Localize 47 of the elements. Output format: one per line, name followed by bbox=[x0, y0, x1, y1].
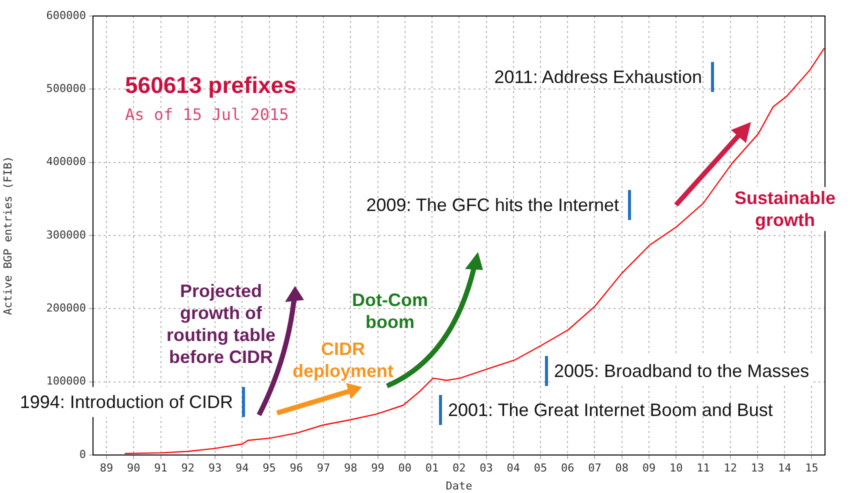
annotation: 2011: Address Exhaustion bbox=[493, 66, 703, 89]
annotation: 2005: Broadband to the Masses bbox=[550, 356, 814, 386]
x-tick-label: 97 bbox=[316, 461, 330, 474]
y-tick-label: 500000 bbox=[46, 82, 86, 96]
x-tick-label: 98 bbox=[344, 461, 358, 474]
x-axis-title: Date bbox=[446, 479, 472, 492]
x-tick-label: 12 bbox=[724, 461, 737, 474]
y-tick-label: 0 bbox=[79, 448, 86, 461]
annotation: Projected growth of routing table before CIDR bbox=[166, 280, 276, 368]
y-tick-label: 400000 bbox=[46, 155, 86, 168]
text: 560613 prefixes bbox=[125, 72, 296, 98]
x-tick-label: 06 bbox=[560, 461, 574, 474]
x-tick-label: 00 bbox=[398, 461, 412, 474]
x-tick-label: 14 bbox=[778, 461, 792, 474]
x-tick-label: 10 bbox=[669, 461, 683, 474]
annotation: Sustainable growth bbox=[725, 187, 845, 231]
y-tick-label: 100000 bbox=[46, 374, 86, 388]
x-tick-label: 96 bbox=[290, 461, 304, 474]
x-tick-label: 09 bbox=[642, 461, 656, 474]
x-tick-label: 11 bbox=[696, 461, 710, 474]
x-tick-label: 92 bbox=[181, 461, 195, 474]
text: As of 15 Jul 2015 bbox=[125, 105, 289, 124]
x-tick-label: 08 bbox=[615, 461, 628, 474]
annotation: Dot-Com boom bbox=[351, 289, 429, 333]
x-tick-label: 02 bbox=[452, 461, 466, 474]
x-tick-label: 91 bbox=[154, 461, 168, 474]
annotation: 2009: The GFC hits the Internet bbox=[365, 194, 620, 217]
y-tick-label: 300000 bbox=[46, 228, 86, 242]
annotation: 2001: The Great Internet Boom and Bust bbox=[447, 399, 774, 422]
x-tick-label: 95 bbox=[262, 461, 276, 474]
x-tick-label: 94 bbox=[236, 461, 250, 474]
annotation: 1994: Introduction of CIDR bbox=[16, 387, 237, 417]
x-tick-label: 99 bbox=[371, 461, 384, 474]
x-tick-label: 90 bbox=[127, 461, 140, 474]
x-tick-label: 05 bbox=[534, 461, 548, 474]
annotation: CIDR deployment bbox=[291, 338, 394, 382]
x-tick-label: 07 bbox=[588, 461, 602, 474]
x-tick-label: 04 bbox=[506, 461, 520, 474]
y-axis-title: Active BGP entries (FIB) bbox=[1, 156, 14, 315]
x-tick-label: 93 bbox=[208, 461, 222, 474]
x-tick-label: 15 bbox=[805, 461, 818, 474]
x-tick-label: 89 bbox=[100, 461, 114, 474]
x-tick-label: 03 bbox=[480, 461, 493, 474]
x-tick-label: 13 bbox=[750, 461, 764, 474]
x-tick-label: 01 bbox=[425, 461, 439, 474]
y-tick-label: 600000 bbox=[46, 8, 86, 22]
y-tick-label: 200000 bbox=[46, 302, 86, 315]
